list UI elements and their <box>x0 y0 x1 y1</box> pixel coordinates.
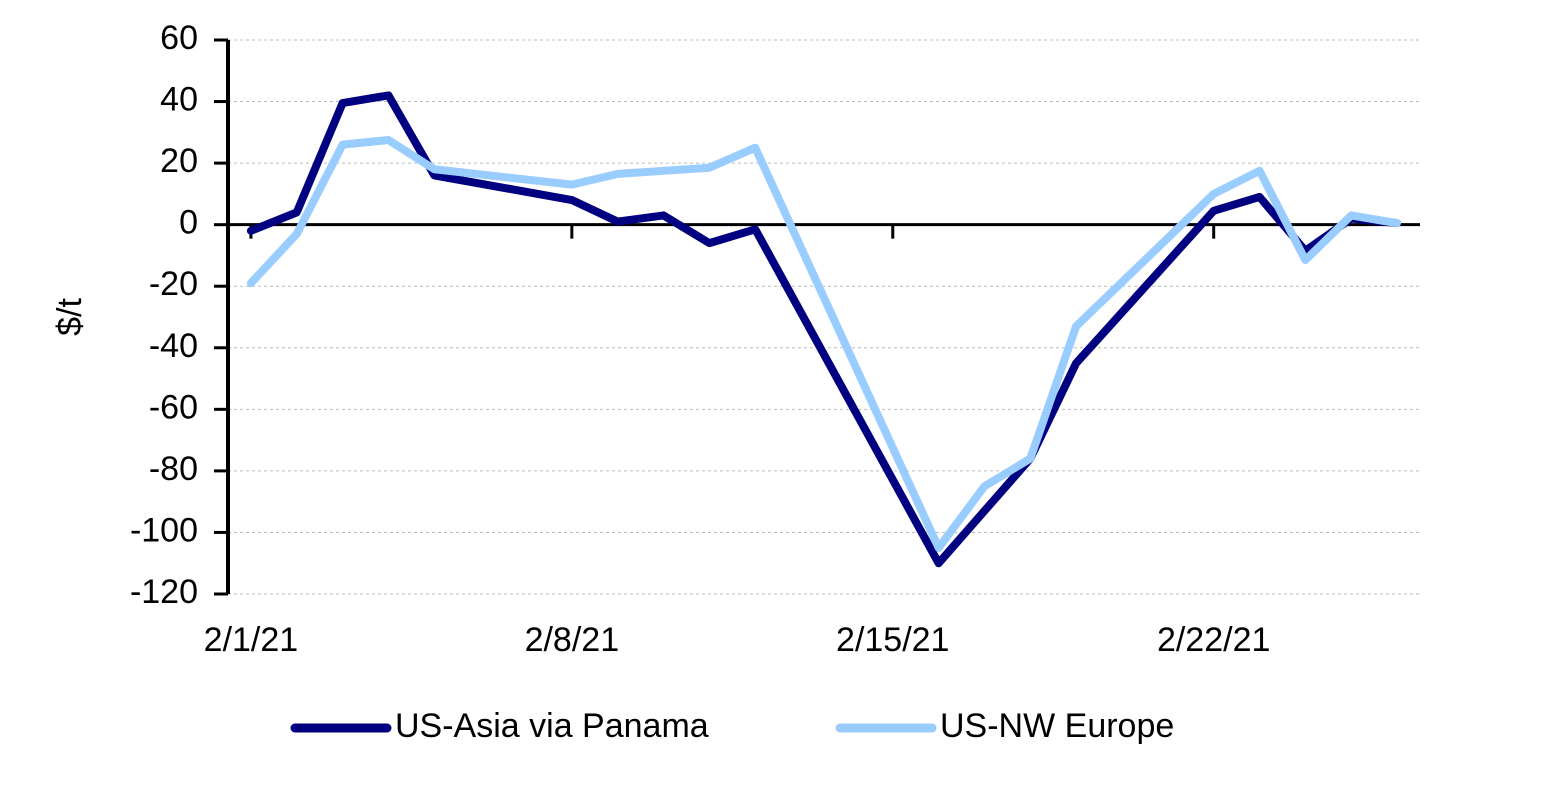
y-tick-label: 40 <box>160 81 198 119</box>
y-tick-label: -80 <box>149 450 198 488</box>
x-tick-label: 2/1/21 <box>204 621 299 659</box>
series-line <box>246 136 1402 552</box>
y-axis-label: $/t <box>51 298 89 336</box>
y-tick-label: 60 <box>160 19 198 57</box>
x-tick-label: 2/22/21 <box>1157 621 1270 659</box>
y-tick-label: 0 <box>179 204 198 242</box>
y-tick-label: -120 <box>130 573 198 611</box>
series-line <box>246 91 1402 568</box>
legend-label: US-NW Europe <box>940 707 1174 745</box>
x-tick-label: 2/8/21 <box>525 621 620 659</box>
y-tick-label: -100 <box>130 511 198 549</box>
y-tick-label: 20 <box>160 142 198 180</box>
x-tick-label: 2/15/21 <box>836 621 949 659</box>
y-tick-label: -60 <box>149 388 198 426</box>
y-tick-label: -40 <box>149 327 198 365</box>
y-tick-label: -20 <box>149 265 198 303</box>
legend-label: US-Asia via Panama <box>395 707 709 745</box>
